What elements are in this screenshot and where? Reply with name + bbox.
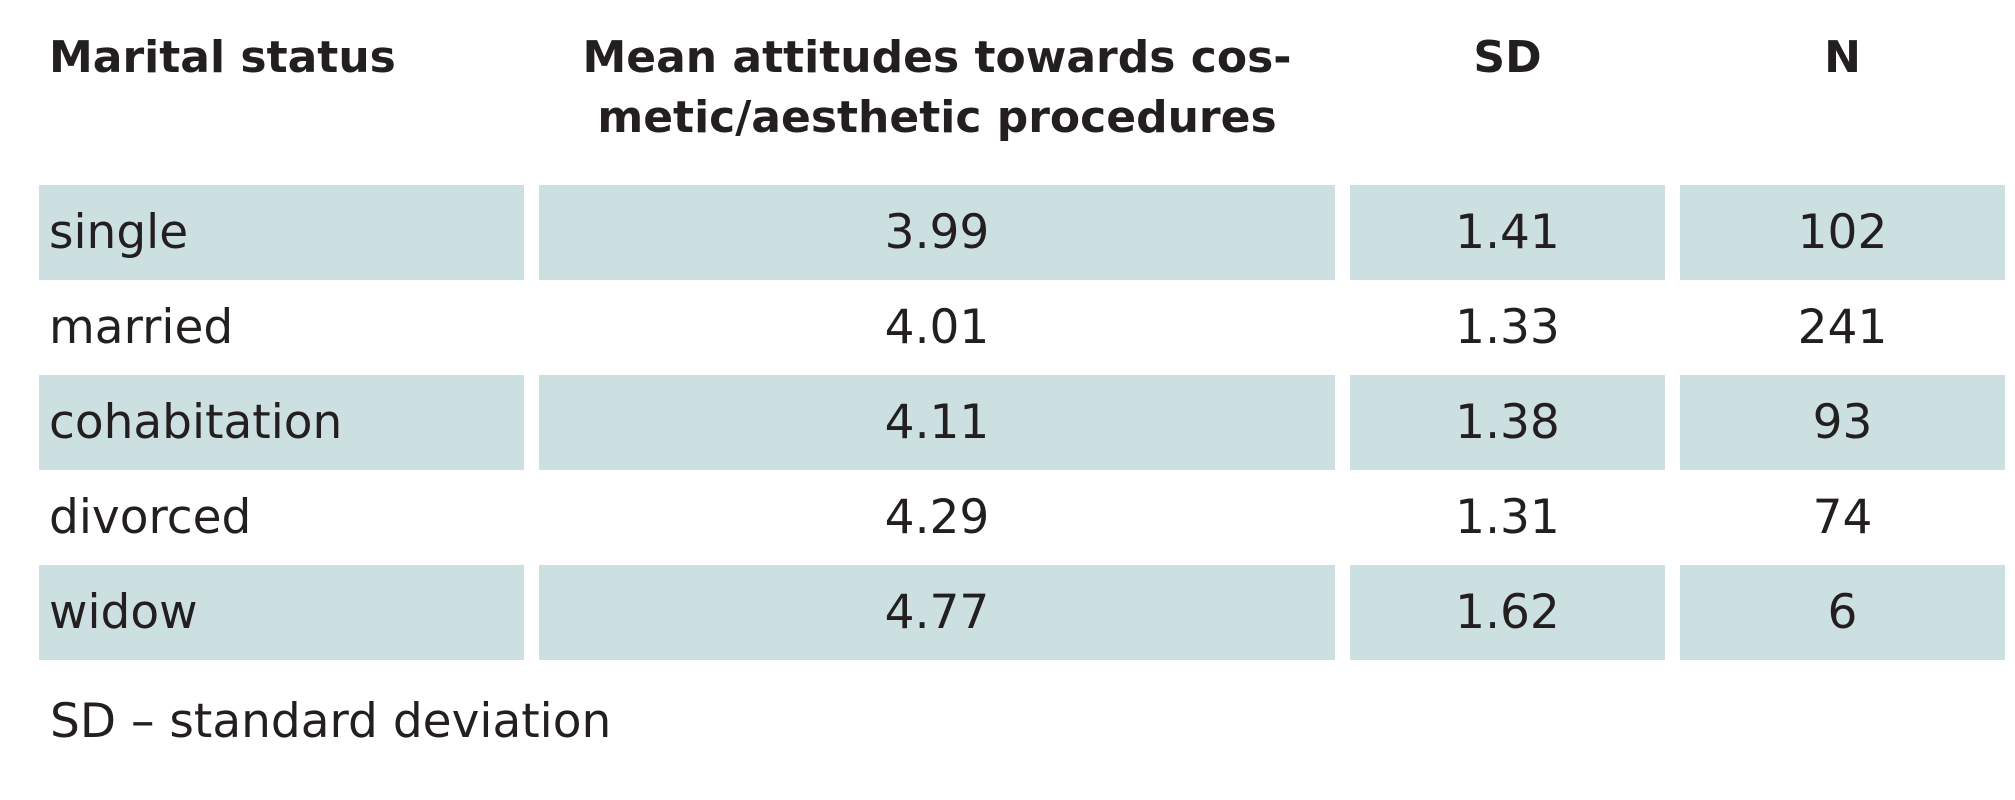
- table-cell: divorced: [49, 490, 252, 545]
- column-header: SD: [1473, 32, 1542, 83]
- table-cell: single: [39, 185, 524, 280]
- footnote: SD – standard deviation: [50, 694, 612, 749]
- header-row: Marital status Mean attitudes towards cos…: [39, 14, 2005, 185]
- table-cell: 4.77: [539, 565, 1335, 660]
- table-cell: widow: [39, 565, 524, 660]
- table-cell: 1.33: [1455, 300, 1560, 355]
- column-header: N: [1824, 32, 1861, 83]
- table-cell: 6: [1680, 565, 2005, 660]
- table-cell: 1.31: [1455, 490, 1560, 545]
- table-row: widow 4.77 1.62 6: [39, 565, 2005, 660]
- table-cell: 241: [1797, 300, 1888, 355]
- table-cell: 4.01: [884, 300, 990, 355]
- column-header: Mean attitudes towards cos- metic/aesthe…: [582, 32, 1292, 143]
- table-row: cohabitation 4.11 1.38 93: [39, 375, 2005, 470]
- table-row: married 4.01 1.33 241: [39, 280, 2005, 375]
- table-cell: 3.99: [539, 185, 1335, 280]
- table-cell: 1.38: [1350, 375, 1665, 470]
- table-cell: 4.11: [539, 375, 1335, 470]
- table-cell: married: [49, 300, 234, 355]
- table-cell: 102: [1680, 185, 2005, 280]
- table-row: single 3.99 1.41 102: [39, 185, 2005, 280]
- table-cell: 93: [1680, 375, 2005, 470]
- table-cell: 74: [1812, 490, 1873, 545]
- table-body: single 3.99 1.41 102 married 4.01 1.33 241 cohab…: [39, 185, 2005, 660]
- data-table: Marital status Mean attitudes towards cos…: [24, 14, 2015, 660]
- table-cell: cohabitation: [39, 375, 524, 470]
- table-row: divorced 4.29 1.31 74: [39, 470, 2005, 565]
- table-cell: 4.29: [884, 490, 990, 545]
- column-header: Marital status: [49, 32, 396, 83]
- table-cell: 1.41: [1350, 185, 1665, 280]
- table-cell: 1.62: [1350, 565, 1665, 660]
